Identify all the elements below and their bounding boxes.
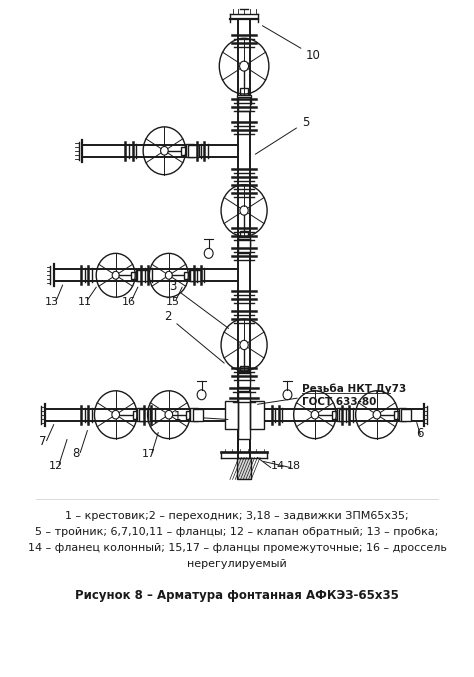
Text: 6: 6: [417, 427, 424, 439]
Bar: [240, 89, 248, 95]
Text: 14: 14: [271, 462, 285, 471]
Bar: [188, 145, 199, 157]
Bar: [401, 409, 411, 420]
Bar: [237, 458, 251, 479]
Text: Резьба НКТ Ду73: Резьба НКТ Ду73: [301, 383, 406, 394]
Bar: [136, 269, 142, 281]
Bar: [337, 408, 344, 421]
Bar: [137, 408, 145, 421]
Text: 14 – фланец колонный; 15,17 – фланцы промежуточные; 16 – дроссель: 14 – фланец колонный; 15,17 – фланцы про…: [27, 543, 447, 553]
Bar: [186, 411, 191, 418]
Bar: [191, 408, 198, 421]
Bar: [192, 409, 203, 420]
Text: 7: 7: [39, 435, 47, 447]
Text: 17: 17: [142, 449, 156, 458]
Bar: [139, 409, 150, 420]
Bar: [225, 401, 264, 429]
Bar: [182, 147, 186, 154]
Bar: [240, 232, 248, 237]
Bar: [332, 411, 337, 418]
Text: 2: 2: [164, 310, 224, 363]
Text: 11: 11: [78, 297, 91, 307]
Text: 5: 5: [255, 116, 309, 154]
Bar: [394, 411, 399, 418]
Text: 5 – тройник; 6,7,10,11 – фланцы; 12 – клапан обратный; 13 – пробка;: 5 – тройник; 6,7,10,11 – фланцы; 12 – кл…: [35, 527, 439, 538]
Bar: [238, 237, 250, 246]
Bar: [190, 269, 201, 281]
Bar: [131, 271, 136, 279]
Text: 3: 3: [169, 280, 228, 328]
Text: 15: 15: [166, 297, 180, 307]
Text: 1: 1: [173, 410, 228, 422]
Bar: [238, 239, 250, 253]
Text: Рисунок 8 – Арматура фонтанная АФКЭЗ-65х35: Рисунок 8 – Арматура фонтанная АФКЭЗ-65х…: [75, 589, 399, 602]
Text: 8: 8: [72, 447, 80, 460]
Bar: [238, 372, 250, 380]
Bar: [186, 144, 193, 157]
Text: 12: 12: [48, 462, 63, 471]
Text: 13: 13: [45, 297, 59, 307]
Text: ГОСТ 633-80: ГОСТ 633-80: [301, 397, 376, 407]
Bar: [238, 374, 250, 387]
Bar: [189, 269, 195, 281]
Text: 1 – крестовик;2 – переходник; 3,18 – задвижки ЗПМ65х35;: 1 – крестовик;2 – переходник; 3,18 – зад…: [65, 511, 409, 521]
Text: 16: 16: [122, 297, 136, 307]
Bar: [133, 411, 137, 418]
Text: 18: 18: [287, 462, 301, 471]
Text: нерегулируемый: нерегулируемый: [187, 559, 287, 569]
Bar: [238, 391, 250, 439]
Text: 10: 10: [263, 26, 321, 62]
Bar: [137, 269, 148, 281]
Bar: [237, 95, 251, 104]
Bar: [399, 408, 406, 421]
Bar: [339, 409, 349, 420]
Bar: [238, 97, 250, 111]
Bar: [184, 271, 189, 279]
Bar: [240, 366, 248, 372]
